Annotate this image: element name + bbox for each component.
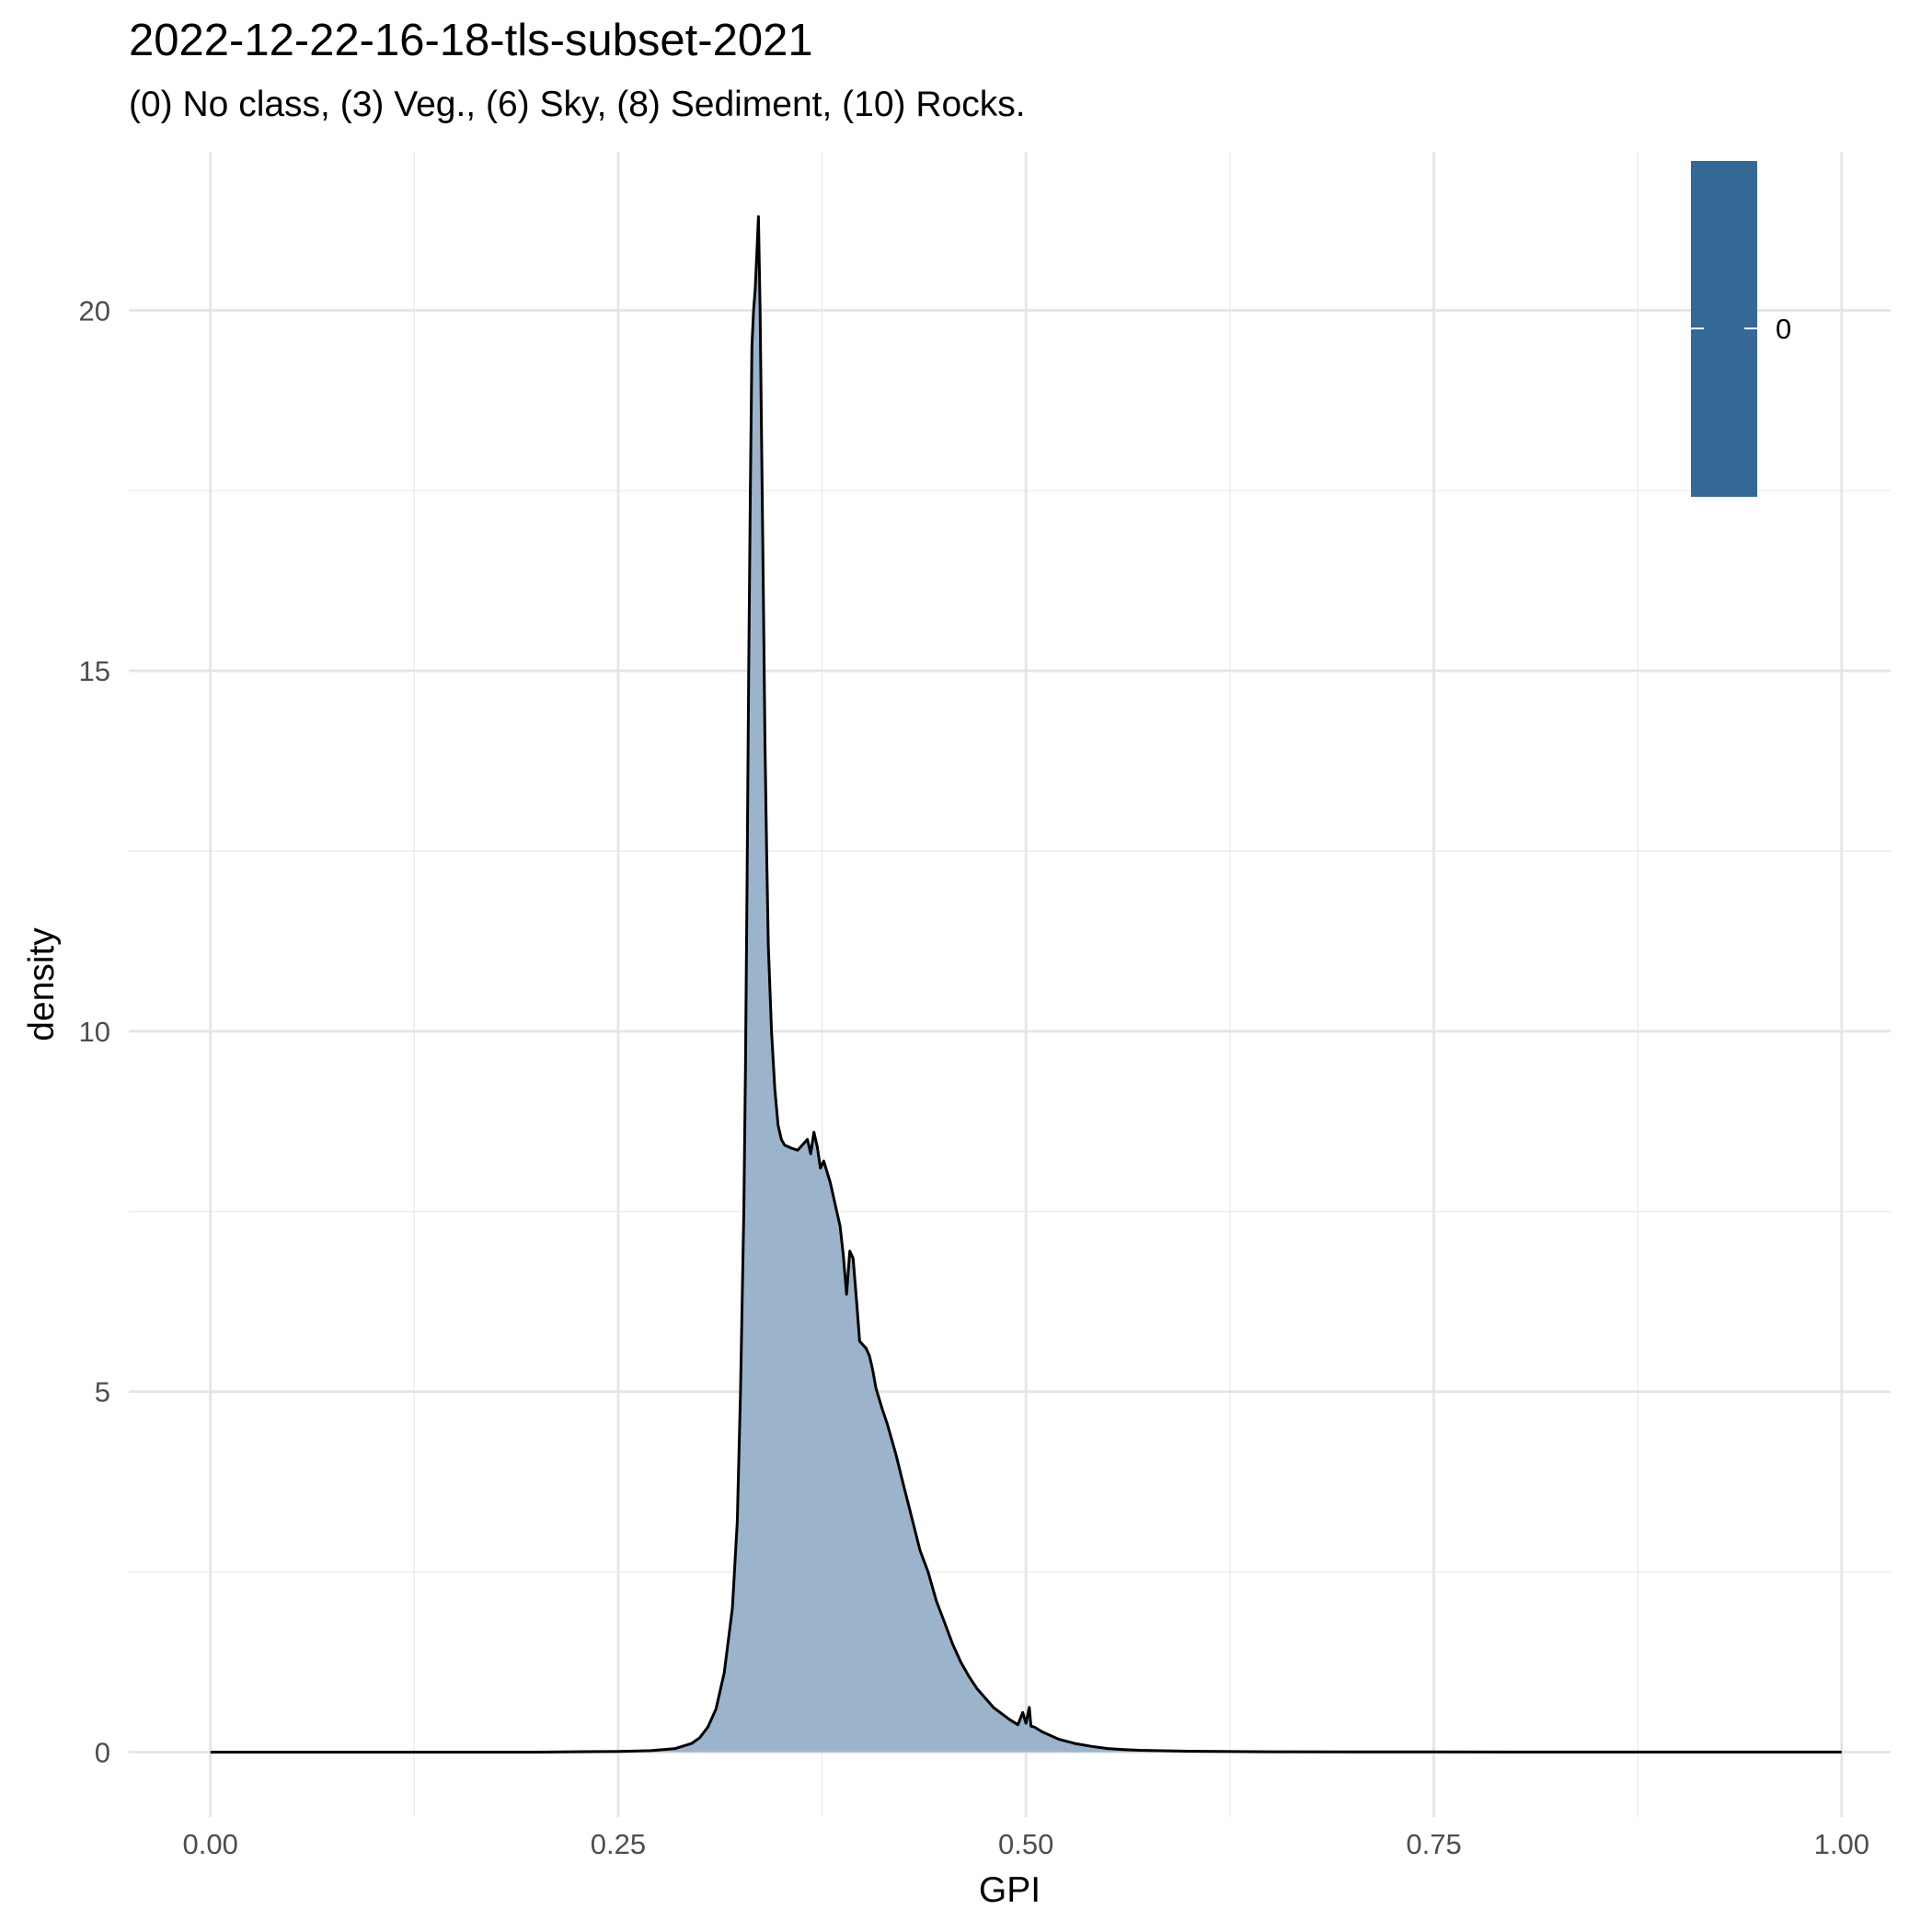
chart-title: 2022-12-22-16-18-tls-subset-2021 xyxy=(129,16,813,65)
legend-label: 0 xyxy=(1776,313,1791,345)
chart-subtitle: (0) No class, (3) Veg., (6) Sky, (8) Sed… xyxy=(129,85,1026,124)
grid-lines xyxy=(129,152,1891,1817)
y-tick-label: 20 xyxy=(79,294,110,327)
x-tick-label: 0.00 xyxy=(182,1828,237,1860)
y-axis-title: density xyxy=(22,927,62,1041)
y-axis-ticks: 0 5 10 15 20 xyxy=(79,294,110,1768)
x-tick-label: 0.50 xyxy=(998,1828,1053,1860)
x-axis-ticks: 0.00 0.25 0.50 0.75 1.00 xyxy=(182,1828,1869,1860)
x-tick-label: 1.00 xyxy=(1814,1828,1869,1860)
y-tick-label: 5 xyxy=(95,1376,110,1409)
x-axis-title: GPI xyxy=(979,1870,1041,1910)
x-tick-label: 0.75 xyxy=(1406,1828,1461,1860)
density-area xyxy=(210,215,1842,1754)
x-tick-label: 0.25 xyxy=(591,1828,646,1860)
y-tick-label: 15 xyxy=(79,655,110,687)
y-tick-label: 10 xyxy=(79,1016,110,1048)
legend: 0 xyxy=(1691,161,1791,497)
density-line xyxy=(210,215,1842,1754)
y-tick-label: 0 xyxy=(95,1736,110,1768)
